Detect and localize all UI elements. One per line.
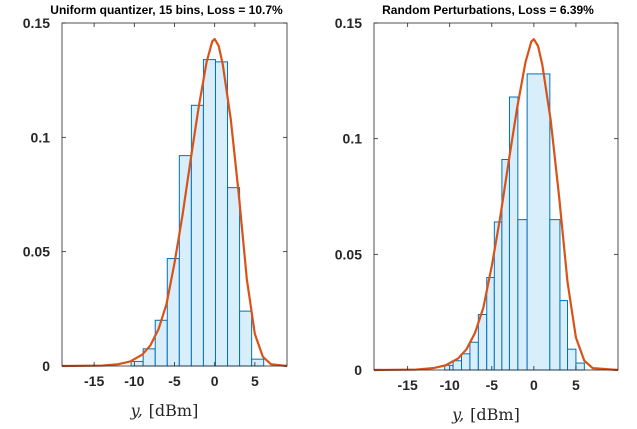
x-tick-label: 5 [572,377,580,393]
histogram-bar [178,155,192,367]
histogram-bar [517,219,528,371]
y-tick-label: 0.05 [335,246,362,262]
x-tick-label: -5 [168,373,181,389]
histogram-bar [486,276,495,371]
histogram-bar [251,358,265,367]
histogram-bar [154,319,168,367]
histogram-bar [202,59,216,367]
histogram-bar [575,362,585,371]
y-tick-label: 0.1 [31,129,51,145]
histogram-bar [559,300,569,371]
x-tick-label: -15 [84,373,104,389]
pdf-curve [61,37,288,368]
histogram-bar [130,360,144,367]
histogram-bar [469,341,479,371]
x-axis-label-variable: y, [451,405,464,424]
histogram-bar [508,96,519,371]
x-tick-label: -10 [124,373,144,389]
histogram-bar [214,61,229,367]
pdf-curve [373,38,619,372]
histogram-bar [461,353,471,371]
histogram-bar [501,158,510,371]
histogram-bar [239,310,253,367]
y-tick-label: 0 [354,362,362,378]
right-histogram-panel: -15 -10 -5 0 5 0 0.05 0.1 0.15 Random Perturbatio… [335,3,619,424]
x-axis-label: y, [dBm] [130,401,199,420]
axes-box [373,22,619,371]
y-tick-label: 0.05 [23,244,50,260]
y-tick-label: 0.15 [335,15,362,31]
x-tick-label: 0 [211,373,219,389]
x-tick-label: -15 [398,377,418,393]
y-tick-label: 0.15 [23,15,50,31]
x-axis-label: y, [dBm] [451,405,520,424]
x-tick-label: 5 [251,373,259,389]
histogram-bar [567,348,577,371]
histogram-bar [227,187,241,367]
x-tick-label: -10 [440,377,460,393]
histogram-bar [452,360,463,371]
x-tick-label: 0 [530,377,538,393]
x-axis-label-variable: y, [130,401,143,420]
x-axis-label-unit: [dBm] [149,401,199,420]
histogram-bar [477,313,488,371]
x-axis-label-unit: [dBm] [470,405,520,424]
histogram-bar [549,219,561,371]
y-tick-label: 0.1 [343,131,363,147]
y-tick-label: 0 [42,358,50,374]
histogram-bar [526,73,551,371]
chart-title: Random Perturbations, Loss = 6.39% [382,3,594,17]
chart-title: Uniform quantizer, 15 bins, Loss = 10.7% [50,3,283,17]
x-tick-label: -5 [486,377,499,393]
